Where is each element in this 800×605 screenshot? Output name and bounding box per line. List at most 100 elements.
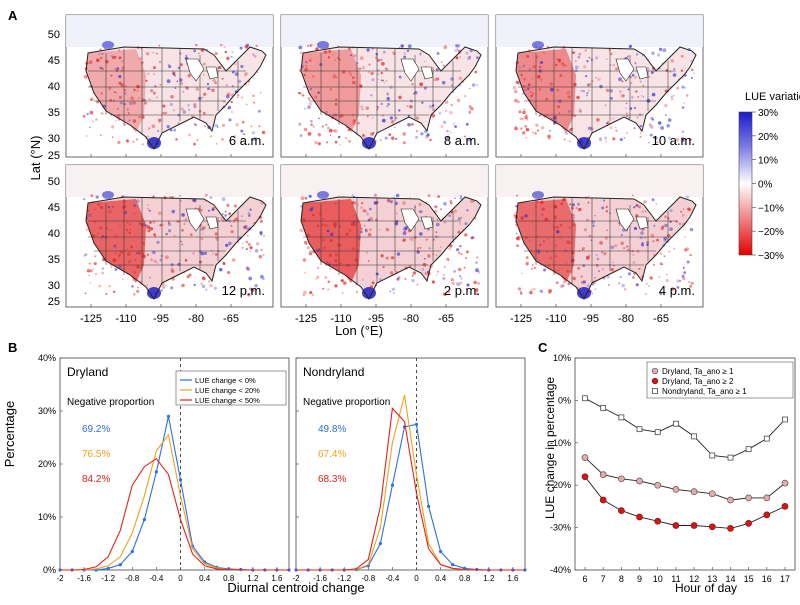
lue-pixel <box>421 102 423 104</box>
lue-pixel <box>362 134 365 137</box>
lat-tick-label: 45 <box>48 202 60 214</box>
lue-pixel <box>591 80 593 82</box>
lue-pixel <box>334 60 335 61</box>
lue-pixel <box>123 200 126 203</box>
lue-pixel <box>225 51 227 53</box>
lue-pixel <box>403 238 406 241</box>
lue-pixel <box>619 224 621 226</box>
negative-proportion-value: 67.4% <box>318 449 346 460</box>
lue-pixel <box>556 230 559 233</box>
lue-pixel <box>96 59 100 63</box>
lue-pixel <box>420 52 422 54</box>
lue-pixel <box>149 227 153 231</box>
lue-pixel <box>664 237 667 240</box>
lue-pixel <box>176 220 179 223</box>
lue-pixel <box>632 195 633 196</box>
lue-pixel <box>198 53 199 54</box>
lue-pixel <box>650 117 653 120</box>
lue-pixel <box>673 73 677 77</box>
lue-pixel <box>122 278 124 280</box>
lue-pixel <box>669 227 673 231</box>
lue-pixel <box>356 291 358 293</box>
lue-pixel <box>449 200 452 203</box>
lue-pixel <box>540 290 543 293</box>
lue-pixel <box>312 294 314 296</box>
x-tick-label: -1.2 <box>101 574 115 583</box>
lue-pixel <box>165 233 167 235</box>
lue-pixel <box>350 54 352 56</box>
lue-pixel <box>381 62 385 66</box>
lue-pixel <box>403 227 407 231</box>
lue-pixel <box>563 281 565 283</box>
lue-pixel <box>476 56 479 59</box>
lue-pixel <box>352 194 354 196</box>
lue-pixel <box>666 274 667 275</box>
lue-pixel <box>652 198 655 201</box>
lue-pixel <box>606 230 608 232</box>
lue-pixel <box>117 108 119 110</box>
lue-pixel <box>246 104 248 106</box>
lue-pixel <box>636 204 638 206</box>
lue-pixel <box>83 255 85 257</box>
lue-pixel <box>118 75 121 78</box>
lue-pixel <box>246 267 249 270</box>
lue-pixel <box>404 52 407 55</box>
lue-pixel <box>514 214 516 216</box>
lue-pixel <box>342 292 344 294</box>
lue-pixel <box>604 137 607 140</box>
lue-pixel <box>657 53 660 56</box>
lue-pixel <box>300 93 302 95</box>
lue-pixel <box>451 278 454 281</box>
lue-pixel <box>131 285 133 287</box>
lue-pixel <box>313 126 315 128</box>
lue-pixel <box>203 74 205 76</box>
lue-pixel <box>464 95 466 97</box>
lue-pixel <box>202 277 205 280</box>
lue-pixel <box>339 144 341 146</box>
lue-pixel <box>561 284 564 287</box>
lue-pixel <box>325 224 328 227</box>
lue-pixel <box>255 249 259 253</box>
lue-pixel <box>454 197 456 199</box>
lue-pixel <box>326 111 328 113</box>
lue-pixel <box>395 138 397 140</box>
lue-pixel <box>95 118 98 121</box>
lue-pixel <box>409 238 411 240</box>
lon-tick-label: -110 <box>545 313 566 325</box>
point <box>673 523 679 529</box>
lue-pixel <box>411 279 414 282</box>
lue-pixel <box>362 66 366 70</box>
lue-pixel <box>164 112 167 115</box>
lue-pixel <box>335 202 337 204</box>
lue-pixel <box>89 60 93 64</box>
lue-pixel <box>425 135 429 139</box>
lat-tick-label: 40 <box>48 81 60 93</box>
lue-pixel <box>455 46 457 48</box>
lue-pixel <box>586 60 588 62</box>
lue-pixel <box>359 68 361 70</box>
lue-pixel <box>535 132 537 134</box>
lue-pixel <box>440 246 442 248</box>
x-tick-label: 13 <box>707 574 717 584</box>
lue-pixel <box>133 271 135 273</box>
lue-pixel <box>443 64 445 66</box>
lue-pixel <box>98 53 100 55</box>
lue-pixel <box>573 83 576 86</box>
lue-pixel <box>535 124 538 127</box>
lue-pixel <box>101 272 104 275</box>
lue-pixel <box>308 97 311 100</box>
lue-pixel <box>367 48 370 51</box>
x-tick-label: 0.4 <box>199 574 211 583</box>
lue-pixel <box>226 95 230 99</box>
lue-pixel <box>476 256 478 258</box>
lue-pixel <box>242 121 245 124</box>
lue-pixel <box>304 74 306 76</box>
lue-pixel <box>124 92 126 94</box>
lue-pixel <box>101 238 103 240</box>
y-tick-label: 30% <box>38 406 56 416</box>
lue-pixel <box>178 122 179 123</box>
lue-pixel <box>324 276 327 279</box>
lue-pixel <box>547 135 551 139</box>
lue-pixel <box>690 254 692 256</box>
lue-pixel <box>150 258 153 261</box>
